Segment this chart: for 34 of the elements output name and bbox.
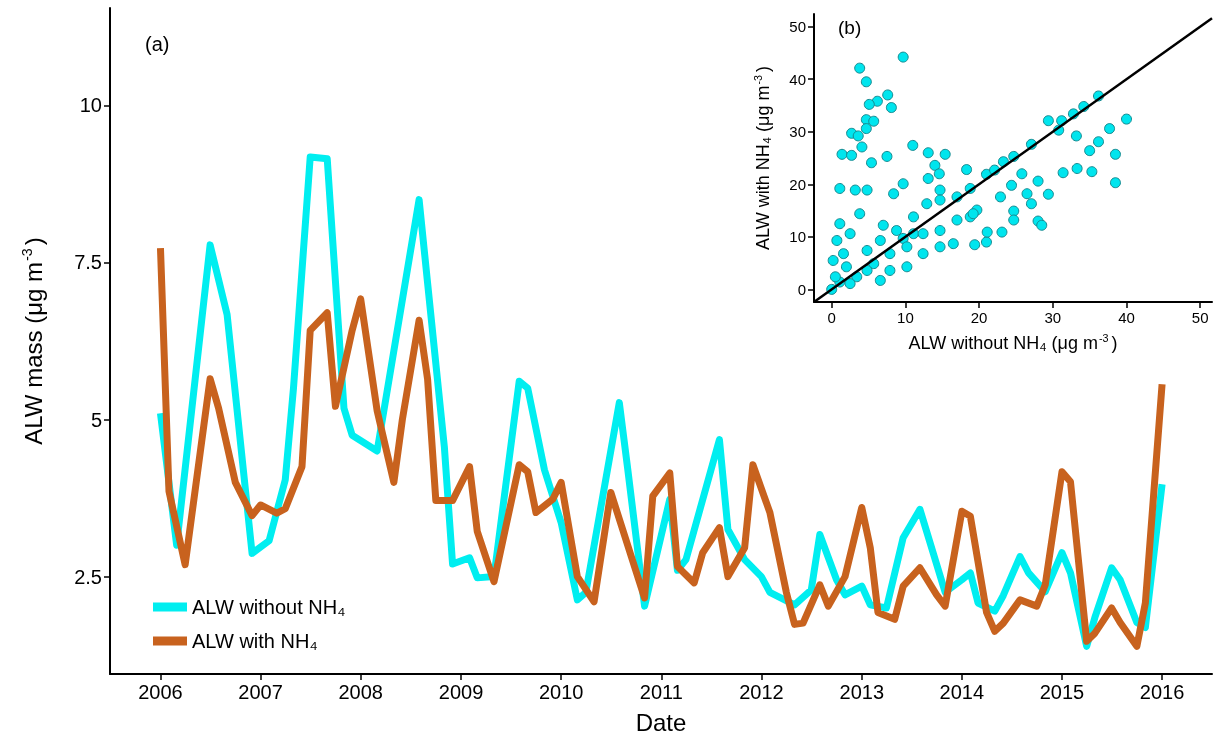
x-tick-label: 2008 bbox=[338, 681, 383, 703]
x-tick-label: 2012 bbox=[739, 681, 784, 703]
y-tick-label: 7.5 bbox=[74, 251, 102, 274]
x-axis-title: Date bbox=[635, 708, 687, 736]
y-tick-label: 50 bbox=[789, 18, 806, 36]
y-tick-label: 5 bbox=[90, 408, 102, 431]
annotation: (b) bbox=[838, 17, 862, 38]
y-axis-title: ALW with NH₄ (μg m-3) bbox=[751, 66, 774, 250]
x-tick-label: 2014 bbox=[939, 681, 985, 703]
x-tick-label: 2006 bbox=[138, 681, 183, 703]
y-tick-label: 40 bbox=[789, 70, 806, 88]
y-tick-label: 10 bbox=[789, 228, 806, 246]
x-tick-label: 2016 bbox=[1139, 681, 1185, 703]
x-tick-label: 2007 bbox=[238, 681, 283, 703]
x-tick-label: 50 bbox=[1191, 309, 1209, 326]
y-tick-label: 0 bbox=[797, 280, 806, 298]
x-tick-label: 40 bbox=[1118, 309, 1135, 326]
x-tick-label: 2009 bbox=[438, 681, 484, 703]
x-tick-label: 0 bbox=[827, 309, 836, 326]
y-tick-label: 30 bbox=[789, 123, 806, 141]
x-tick-label: 20 bbox=[970, 309, 988, 326]
x-tick-label: 2011 bbox=[639, 681, 683, 703]
y-tick-label: 10 bbox=[79, 94, 102, 117]
annotation: (a) bbox=[145, 33, 170, 55]
y-tick-label: 20 bbox=[789, 175, 806, 193]
y-axis-title: ALW mass (μg m-3) bbox=[18, 237, 48, 445]
x-tick-label: 30 bbox=[1044, 309, 1062, 326]
x-tick-label: 2015 bbox=[1039, 681, 1085, 703]
legend-label: ALW with NH₄ bbox=[192, 630, 318, 652]
y-tick-label: 2.5 bbox=[74, 565, 102, 588]
x-tick-label: 10 bbox=[897, 309, 914, 326]
legend-label: ALW without NH₄ bbox=[192, 596, 346, 618]
x-tick-label: 2010 bbox=[538, 681, 584, 703]
x-tick-label: 2013 bbox=[839, 681, 885, 703]
